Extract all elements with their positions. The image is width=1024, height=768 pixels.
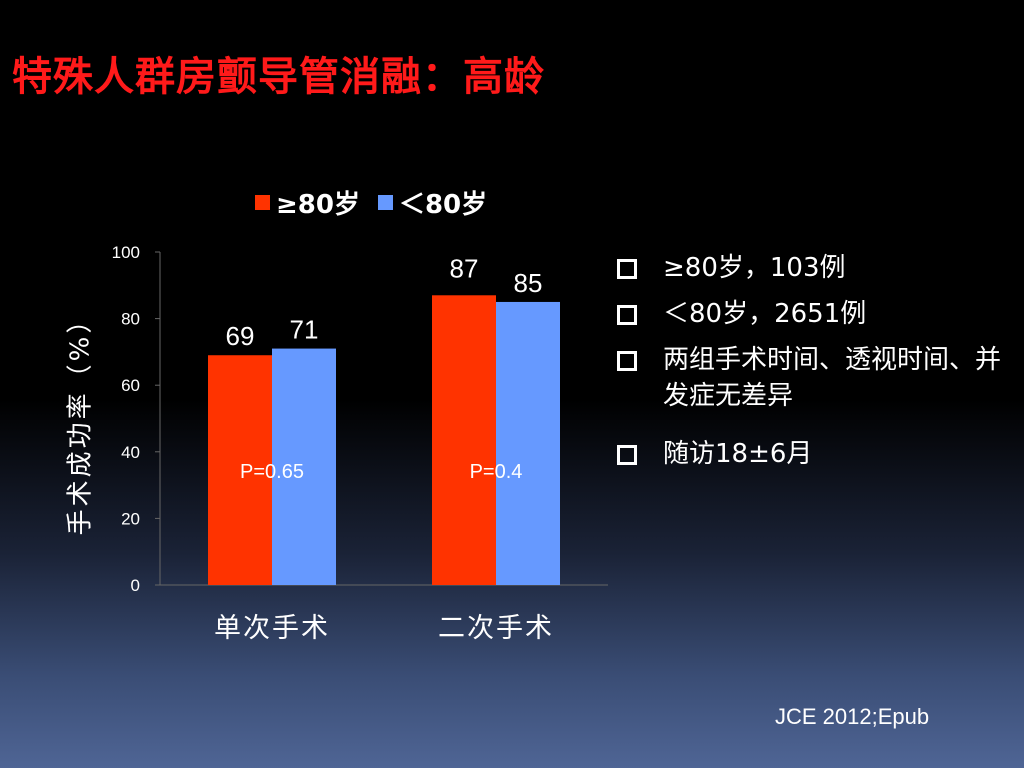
p-value-annotation: P=0.4 <box>470 461 523 483</box>
bullet-text: ≥80岁，103例 <box>663 253 846 283</box>
checkbox-square-icon <box>617 351 637 371</box>
y-tick-label: 60 <box>121 376 140 395</box>
bullet-item: 随访18±6月 <box>615 436 1020 472</box>
y-tick-label: 80 <box>121 310 140 329</box>
bar <box>208 355 272 585</box>
checkbox-square-icon <box>617 259 637 279</box>
p-value-annotation: P=0.65 <box>240 461 304 483</box>
bullet-item: ≥80岁，103例 <box>615 250 1020 286</box>
x-tick-label: 单次手术 <box>214 613 330 644</box>
y-tick-label: 40 <box>121 443 140 462</box>
data-label: 87 <box>450 253 479 283</box>
y-tick-label: 20 <box>121 509 140 528</box>
x-tick-label: 二次手术 <box>438 613 554 644</box>
legend-swatch-ge80 <box>255 194 270 210</box>
bullet-text: 随访18±6月 <box>663 439 813 469</box>
bullet-item: ＜80岁，2651例 <box>615 296 1020 332</box>
data-label: 85 <box>514 268 543 298</box>
chart-legend: ≥80岁 ＜80岁 <box>255 182 487 222</box>
y-tick-label: 100 <box>112 243 140 262</box>
slide-title: 特殊人群房颤导管消融：高龄 <box>12 53 545 100</box>
data-label: 69 <box>226 321 255 351</box>
legend-label-ge80: ≥80岁 <box>276 189 360 220</box>
bar <box>496 301 560 585</box>
legend-swatch-lt80 <box>377 194 393 210</box>
data-label: 71 <box>290 315 319 345</box>
checkbox-square-icon <box>617 305 637 325</box>
bullet-item: 两组手术时间、透视时间、并发症无差异 <box>615 342 1020 414</box>
y-tick-label: 0 <box>131 576 140 595</box>
legend-label-lt80: ＜80岁 <box>398 189 488 220</box>
y-axis-label: 手术成功率（%） <box>65 304 96 536</box>
citation: JCE 2012;Epub <box>775 704 930 729</box>
bar <box>432 295 496 585</box>
bullet-text: ＜80岁，2651例 <box>663 299 867 329</box>
bullet-text: 两组手术时间、透视时间、并发症无差异 <box>663 345 1002 411</box>
bullet-list: ≥80岁，103例 ＜80岁，2651例 两组手术时间、透视时间、并发症无差异 … <box>615 250 1020 482</box>
legend-item-lt80: ＜80岁 <box>377 184 488 221</box>
bar <box>272 348 336 585</box>
legend-item-ge80: ≥80岁 <box>255 184 360 221</box>
checkbox-square-icon <box>617 445 637 465</box>
